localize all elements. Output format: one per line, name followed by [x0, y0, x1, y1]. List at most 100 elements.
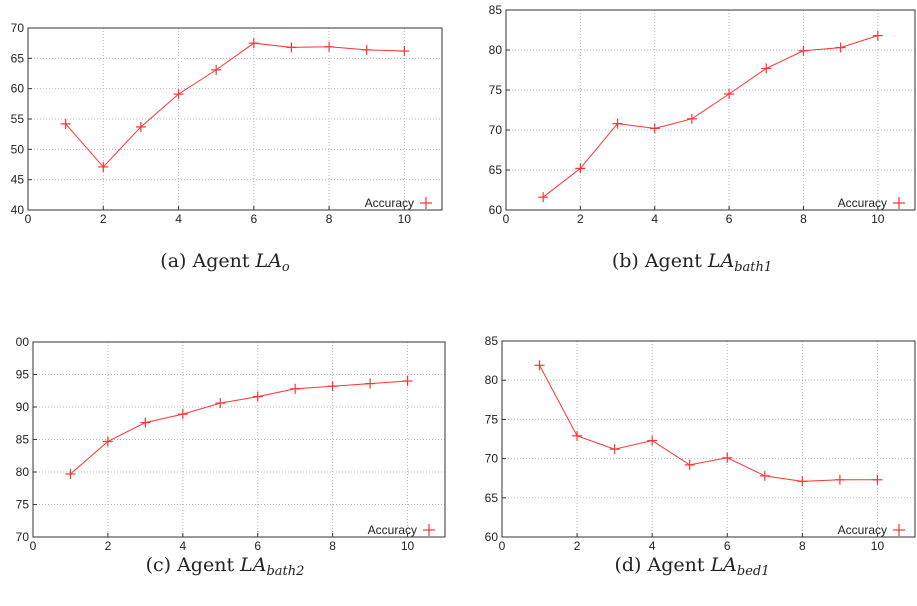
y-tick-label-d-2: 70	[485, 452, 499, 466]
y-tick-label-c-5: 95	[16, 368, 30, 382]
y-tick-label-a-3: 55	[11, 112, 25, 126]
y-tick-label-d-4: 80	[485, 373, 499, 387]
data-point-c-7	[328, 381, 338, 391]
chart-panel-b: 0 2 4 6 8 10 60 65 70 75 80 85 Accuracy (b) Agent LA…	[467, 0, 917, 300]
plot-frame-d	[502, 341, 915, 537]
data-point-c-2	[140, 418, 150, 428]
x-tick-label-d-3: 6	[724, 539, 731, 553]
data-point-d-2	[610, 444, 620, 454]
x-tick-label-a-0: 0	[25, 212, 32, 226]
y-tick-label-c-1: 75	[16, 498, 30, 512]
x-tick-label-c-3: 6	[254, 539, 261, 553]
data-point-b-3	[650, 123, 660, 133]
y-tick-label-b-0: 60	[489, 203, 503, 217]
chart-panel-a: 0 2 4 6 8 10 40 45 50 55 60 65 70 Accuracy (a) Agent …	[0, 0, 450, 300]
x-tick-label-c-2: 4	[179, 539, 186, 553]
x-tick-label-a-5: 10	[398, 212, 412, 226]
y-tick-label-c-2: 80	[16, 465, 30, 479]
chart-panel-c: 0 2 4 6 8 10 70 75 80 85 90 95 00 Accuracy (c) Agent …	[0, 322, 450, 606]
caption-d-sub: bed1	[737, 564, 770, 579]
x-tick-label-d-1: 2	[574, 539, 581, 553]
caption-c-prefix: (c) Agent	[146, 554, 241, 576]
legend-marker-b	[893, 197, 905, 209]
x-tick-label-b-5: 10	[871, 212, 885, 226]
series-line-a-0	[66, 43, 405, 167]
caption-b: (b) Agent LAbath1	[467, 250, 917, 275]
x-tick-label-a-4: 8	[326, 212, 333, 226]
data-point-b-4	[687, 114, 697, 124]
x-tick-label-b-1: 2	[577, 212, 584, 226]
y-tick-label-c-4: 90	[16, 400, 30, 414]
y-tick-label-c-0: 70	[16, 530, 30, 544]
data-point-d-6	[760, 471, 770, 481]
data-point-b-0	[538, 192, 548, 202]
x-tick-label-d-4: 8	[799, 539, 806, 553]
x-tick-label-c-4: 8	[329, 539, 336, 553]
data-point-d-7	[797, 476, 807, 486]
data-point-d-8	[835, 475, 845, 485]
y-tick-label-a-1: 45	[11, 173, 25, 187]
caption-b-prefix: (b) Agent	[612, 250, 708, 272]
caption-b-main: LA	[708, 250, 734, 272]
y-tick-label-a-6: 70	[11, 21, 25, 35]
caption-d: (d) Agent LAbed1	[467, 554, 917, 579]
y-tick-label-a-0: 40	[11, 203, 25, 217]
x-tick-label-d-5: 10	[871, 539, 885, 553]
caption-a: (a) Agent LAo	[0, 250, 450, 275]
series-line-b-0	[543, 36, 878, 198]
x-tick-label-b-2: 4	[651, 212, 658, 226]
data-point-a-9	[399, 46, 409, 56]
caption-a-prefix: (a) Agent	[160, 250, 255, 272]
caption-c-main: LA	[240, 554, 266, 576]
data-point-a-6	[286, 42, 296, 52]
legend-label-d: Accuracy	[838, 523, 887, 537]
legend-label-a: Accuracy	[365, 196, 414, 210]
x-tick-label-b-3: 6	[726, 212, 733, 226]
data-point-b-7	[798, 46, 808, 56]
x-tick-label-c-1: 2	[105, 539, 112, 553]
legend-marker-a	[420, 197, 432, 209]
legend-label-c: Accuracy	[368, 523, 417, 537]
x-tick-label-a-1: 2	[100, 212, 107, 226]
legend-marker-d	[893, 524, 905, 536]
caption-c: (c) Agent LAbath2	[0, 554, 450, 579]
y-tick-label-b-5: 85	[489, 3, 503, 17]
caption-d-prefix: (d) Agent	[614, 554, 710, 576]
y-tick-label-d-5: 85	[485, 334, 499, 348]
data-point-b-6	[761, 63, 771, 73]
data-point-c-8	[365, 379, 375, 389]
data-point-c-6	[290, 384, 300, 394]
data-point-a-7	[324, 42, 334, 52]
x-tick-label-c-5: 10	[401, 539, 415, 553]
x-tick-label-c-0: 0	[30, 539, 37, 553]
y-tick-label-a-5: 65	[11, 51, 25, 65]
data-point-b-9	[873, 31, 883, 41]
data-point-d-1	[572, 431, 582, 441]
data-point-c-5	[253, 392, 263, 402]
y-tick-label-c-3: 85	[16, 433, 30, 447]
data-point-d-0	[535, 360, 545, 370]
y-tick-label-b-4: 80	[489, 43, 503, 57]
data-point-d-5	[722, 453, 732, 463]
data-point-a-4	[211, 65, 221, 75]
y-tick-label-a-4: 60	[11, 82, 25, 96]
caption-c-sub: bath2	[266, 564, 304, 579]
y-tick-label-d-3: 75	[485, 412, 499, 426]
caption-a-main: LA	[256, 250, 282, 272]
data-point-a-5	[249, 38, 259, 48]
data-point-d-9	[872, 475, 882, 485]
x-tick-label-d-0: 0	[499, 539, 506, 553]
y-tick-label-a-2: 50	[11, 142, 25, 156]
y-tick-label-d-0: 60	[485, 530, 499, 544]
caption-b-sub: bath1	[734, 260, 772, 275]
series-line-d-0	[540, 365, 878, 481]
series-line-c-0	[70, 381, 407, 474]
y-tick-label-b-3: 75	[489, 83, 503, 97]
data-point-c-9	[403, 376, 413, 386]
data-point-c-3	[178, 409, 188, 419]
x-tick-label-a-3: 6	[250, 212, 257, 226]
x-tick-label-b-4: 8	[800, 212, 807, 226]
legend-label-b: Accuracy	[838, 196, 887, 210]
caption-d-main: LA	[711, 554, 737, 576]
x-tick-label-d-2: 4	[649, 539, 656, 553]
